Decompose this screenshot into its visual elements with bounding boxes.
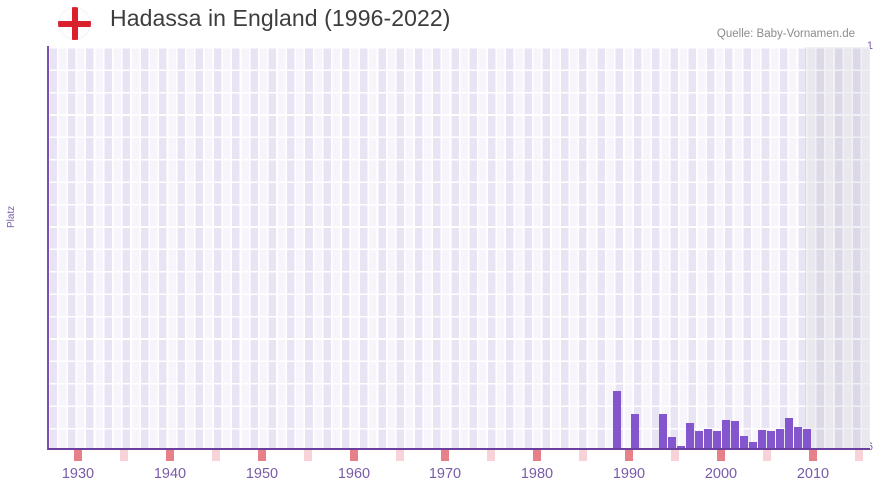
bar-2019 <box>793 427 802 449</box>
x-axis-tick-mark-1940 <box>166 450 174 461</box>
x-axis-tick-mark-minor-11 <box>579 450 587 461</box>
page-title: Hadassa in England (1996-2022) <box>110 5 451 31</box>
bar-2010 <box>712 431 721 449</box>
bar-2009 <box>703 429 712 449</box>
bar-2015 <box>757 430 766 449</box>
x-axis-tick-label-1940: 1940 <box>153 466 187 482</box>
y-axis-tick-top: 1 <box>866 40 873 52</box>
bar-2020 <box>802 429 811 449</box>
out-of-range-shading <box>805 47 870 449</box>
bar-2008 <box>694 431 703 449</box>
plot-area <box>48 47 870 449</box>
x-axis-tick-mark-minor-3 <box>212 450 220 461</box>
y-axis-title: Platz <box>6 205 17 228</box>
x-axis-tick-mark-minor-1 <box>120 450 128 461</box>
x-axis-tick-mark-1960 <box>350 450 358 461</box>
x-axis-tick-label-1950: 1950 <box>245 466 279 482</box>
bar-2014 <box>748 442 757 449</box>
x-axis-tick-mark-1980 <box>533 450 541 461</box>
bar-2018 <box>784 418 793 449</box>
x-axis-tick-label-2010: 2010 <box>796 466 830 482</box>
bar-2006 <box>676 446 685 449</box>
chart-header: Hadassa in England (1996-2022) Quelle: B… <box>0 0 873 46</box>
bar-1999 <box>612 391 621 449</box>
bar-2017 <box>775 429 784 449</box>
flag-cross-vertical <box>71 7 78 40</box>
bar-2004 <box>658 414 667 449</box>
x-axis-tick-label-1970: 1970 <box>428 466 462 482</box>
x-axis-tick-mark-minor-13 <box>671 450 679 461</box>
x-axis-tick-mark-2000 <box>717 450 725 461</box>
x-axis-tick-mark-1950 <box>258 450 266 461</box>
x-axis-tick-label-1930: 1930 <box>61 466 95 482</box>
y-axis-line <box>47 46 49 450</box>
bar-series <box>48 47 870 449</box>
x-axis-tick-label-1990: 1990 <box>612 466 646 482</box>
x-axis-tick-label-2000: 2000 <box>704 466 738 482</box>
x-axis-tick-mark-minor-5 <box>304 450 312 461</box>
x-axis-tick-mark-minor-7 <box>396 450 404 461</box>
source-attribution: Quelle: Baby-Vornamen.de <box>716 28 855 40</box>
x-axis-line <box>48 448 870 450</box>
bar-2005 <box>667 437 676 449</box>
grid-lines <box>48 47 870 449</box>
bar-2013 <box>739 436 748 449</box>
x-axis-tick-mark-1930 <box>74 450 82 461</box>
x-axis-tick-label-1980: 1980 <box>520 466 554 482</box>
bar-2016 <box>766 431 775 449</box>
x-axis-tick-mark-minor-15 <box>763 450 771 461</box>
x-axis-tick-mark-1990 <box>625 450 633 461</box>
bar-2001 <box>631 414 639 449</box>
bar-2007 <box>685 423 694 449</box>
bar-2011 <box>721 420 730 449</box>
x-axis-tick-mark-2010 <box>809 450 817 461</box>
x-axis-tick-mark-minor-9 <box>487 450 495 461</box>
england-flag-circle-icon <box>58 7 91 40</box>
x-axis-tick-mark-1970 <box>441 450 449 461</box>
x-axis-tick-label-1960: 1960 <box>337 466 371 482</box>
x-axis-tick-mark-minor-17 <box>855 450 863 461</box>
bar-2012 <box>730 421 739 449</box>
